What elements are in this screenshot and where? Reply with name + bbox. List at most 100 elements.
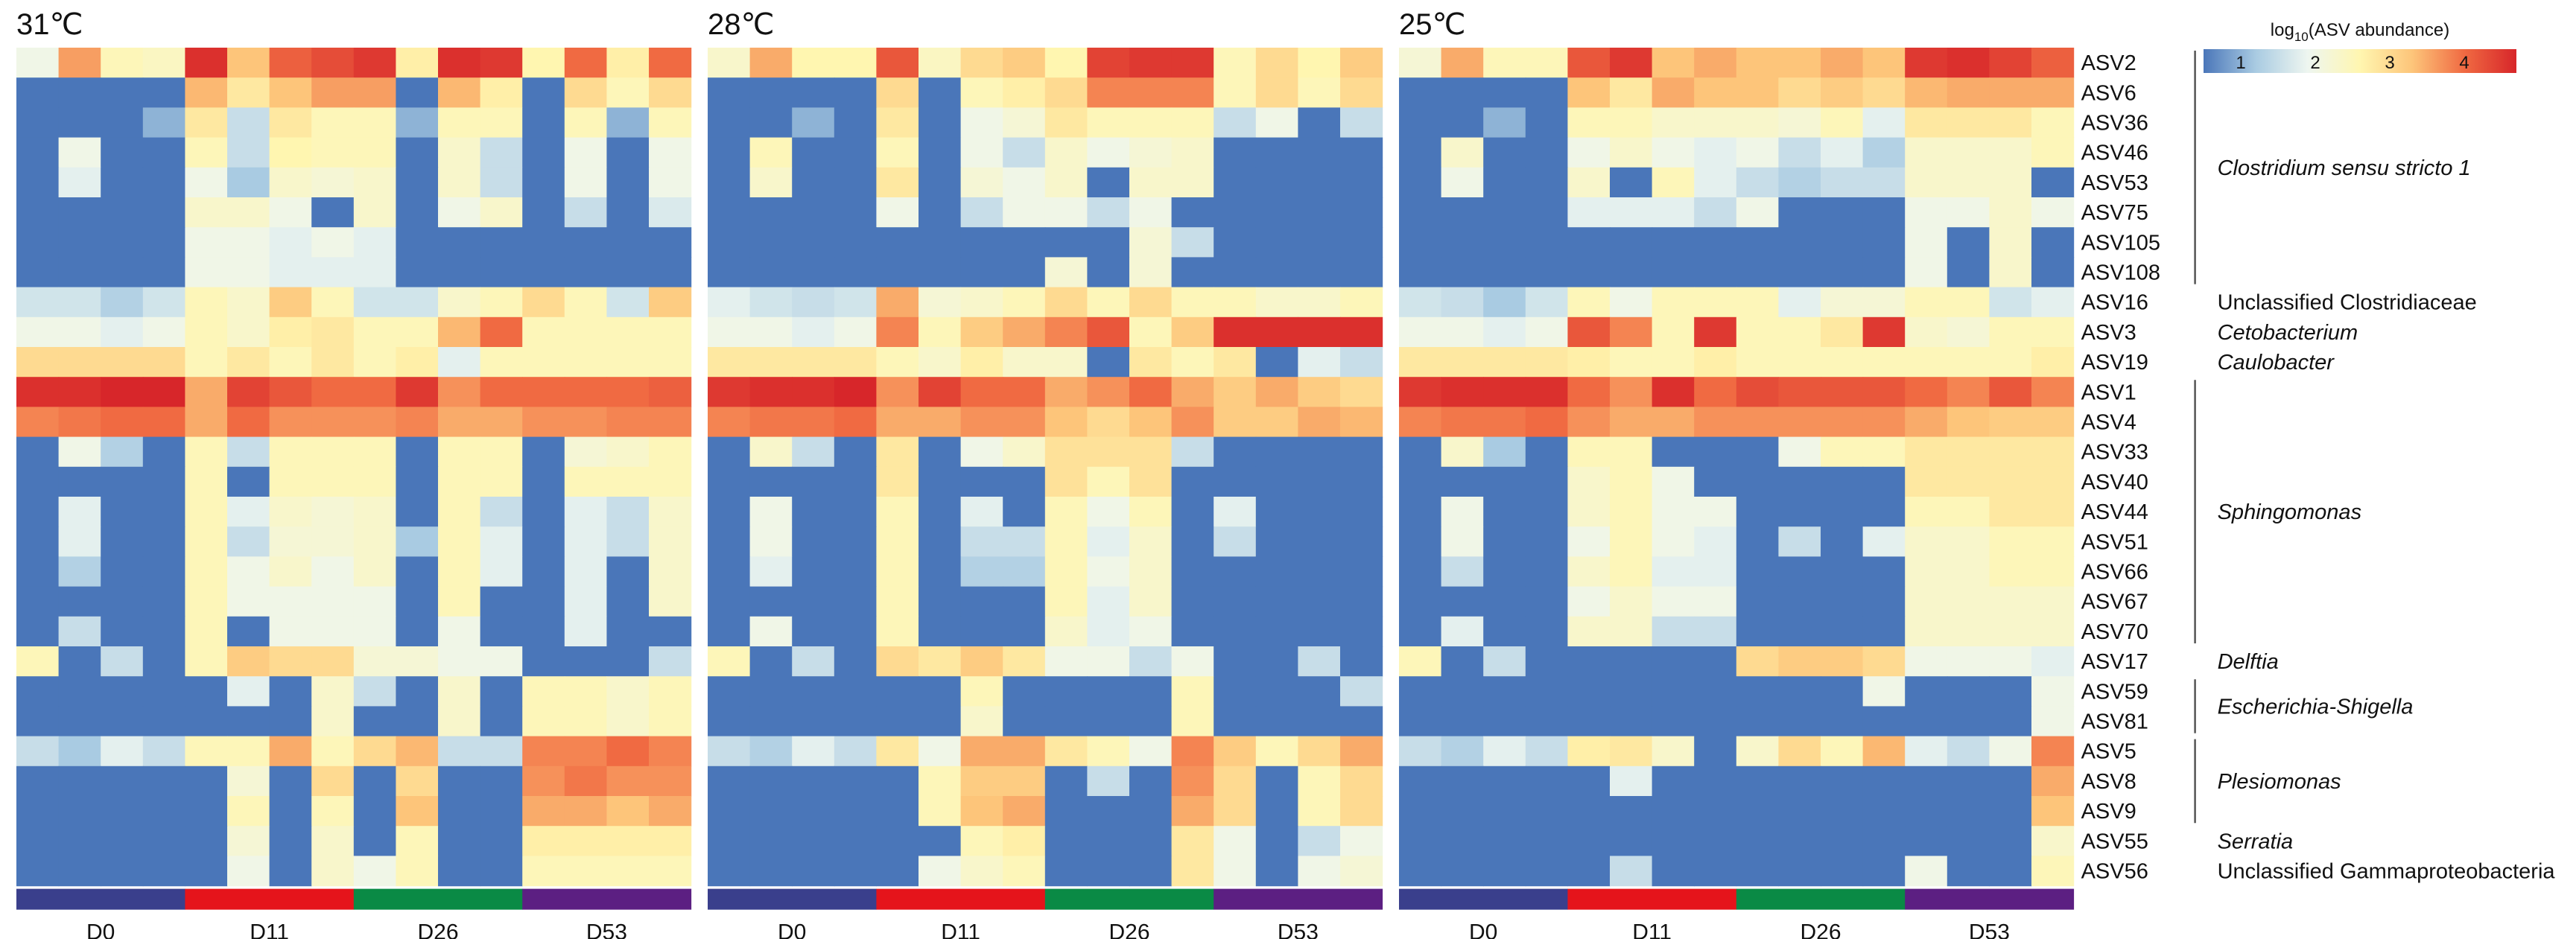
- heatmap-cell: [1298, 137, 1341, 168]
- heatmap-cell: [58, 227, 101, 258]
- heatmap-cell: [101, 796, 144, 827]
- heatmap-cell: [1652, 765, 1695, 797]
- heatmap-cell: [749, 765, 793, 797]
- heatmap-cell: [1736, 167, 1779, 198]
- taxon-label: Delftia: [2218, 650, 2279, 674]
- heatmap-cell: [1947, 856, 1990, 887]
- heatmap-cell: [396, 706, 439, 737]
- heatmap-cell: [1399, 616, 1442, 647]
- heatmap-cell: [438, 706, 481, 737]
- heatmap-cell: [749, 706, 793, 737]
- heatmap-cell: [1736, 616, 1779, 647]
- heatmap-cell: [708, 377, 751, 407]
- heatmap-cell: [876, 316, 919, 348]
- heatmap-cell: [1694, 497, 1737, 527]
- heatmap-cell: [522, 765, 565, 797]
- heatmap-cell: [1821, 377, 1864, 407]
- heatmap-cell: [1483, 107, 1526, 139]
- heatmap-cell: [269, 436, 312, 468]
- heatmap-cell: [1129, 48, 1173, 78]
- heatmap-cell: [606, 436, 650, 468]
- heatmap-cell: [1652, 316, 1695, 348]
- heatmap-cell: [792, 826, 835, 856]
- heatmap-cell: [16, 706, 60, 737]
- heatmap-cell: [1567, 77, 1611, 108]
- heatmap-cell: [1483, 257, 1526, 288]
- heatmap-cell: [1171, 137, 1214, 168]
- heatmap-cell: [269, 526, 312, 557]
- heatmap-cell: [1652, 347, 1695, 378]
- group-bar-d26: [1736, 888, 1906, 910]
- heatmap-cell: [142, 676, 185, 707]
- heatmap-cell: [1905, 287, 1948, 318]
- heatmap-cell: [2031, 407, 2075, 438]
- heatmap-cell: [1340, 466, 1383, 497]
- heatmap-cell: [396, 466, 439, 497]
- heatmap-cell: [1567, 676, 1611, 707]
- heatmap-cell: [185, 586, 228, 617]
- heatmap-cell: [480, 377, 523, 407]
- heatmap-cell: [1610, 347, 1653, 378]
- heatmap-cell: [1298, 347, 1341, 378]
- heatmap-cell: [269, 466, 312, 497]
- heatmap-cell: [1044, 227, 1088, 258]
- heatmap-cell: [1483, 466, 1526, 497]
- heatmap-cell: [708, 167, 751, 198]
- heatmap-cell: [1441, 407, 1484, 438]
- heatmap-cell: [1989, 826, 2032, 856]
- heatmap-cell: [1044, 347, 1088, 378]
- heatmap-cell: [919, 826, 962, 856]
- heatmap-cell: [101, 257, 144, 288]
- heatmap-cell: [1255, 466, 1298, 497]
- heatmap-cell: [269, 167, 312, 198]
- heatmap-cell: [269, 347, 312, 378]
- heatmap-cell: [1652, 706, 1695, 737]
- heatmap-cell: [227, 48, 270, 78]
- heatmap-cell: [1214, 616, 1257, 647]
- heatmap-cell: [269, 316, 312, 348]
- heatmap-cell: [1736, 227, 1779, 258]
- heatmap-cell: [708, 137, 751, 168]
- heatmap-cell: [919, 736, 962, 767]
- heatmap-cell: [708, 347, 751, 378]
- heatmap-cell: [1255, 586, 1298, 617]
- heatmap-cell: [101, 676, 144, 707]
- heatmap-cell: [834, 796, 877, 827]
- heatmap-cell: [1862, 257, 1906, 288]
- heatmap-cell: [2031, 856, 2075, 887]
- heatmap-cell: [1736, 676, 1779, 707]
- heatmap-cell: [1003, 466, 1046, 497]
- heatmap-cell: [1778, 676, 1821, 707]
- heatmap-cell: [1989, 796, 2032, 827]
- heatmap-cell: [1989, 466, 2032, 497]
- heatmap-cell: [564, 497, 607, 527]
- heatmap-cell: [1821, 497, 1864, 527]
- heatmap-cell: [1905, 347, 1948, 378]
- heatmap-cell: [396, 856, 439, 887]
- heatmap-cell: [1862, 586, 1906, 617]
- row-label: ASV33: [2081, 441, 2148, 465]
- heatmap-cell: [1989, 287, 2032, 318]
- heatmap-cell: [708, 796, 751, 827]
- heatmap-cell: [396, 826, 439, 856]
- heatmap-cell: [1694, 287, 1737, 318]
- heatmap-cell: [227, 765, 270, 797]
- heatmap-cell: [1399, 137, 1442, 168]
- heatmap-cell: [58, 616, 101, 647]
- heatmap-cell: [438, 526, 481, 557]
- heatmap-cell: [2031, 257, 2075, 288]
- heatmap-cell: [919, 137, 962, 168]
- heatmap-cell: [353, 347, 396, 378]
- heatmap-cell: [708, 586, 751, 617]
- heatmap-cell: [919, 197, 962, 228]
- heatmap-cell: [649, 316, 692, 348]
- heatmap-cell: [1947, 377, 1990, 407]
- heatmap-cell: [1821, 736, 1864, 767]
- heatmap-cell: [876, 377, 919, 407]
- heatmap-cell: [1905, 436, 1948, 468]
- row-label: ASV9: [2081, 800, 2136, 824]
- heatmap-cell: [311, 48, 355, 78]
- heatmap-cell: [311, 257, 355, 288]
- heatmap-cell: [1652, 556, 1695, 588]
